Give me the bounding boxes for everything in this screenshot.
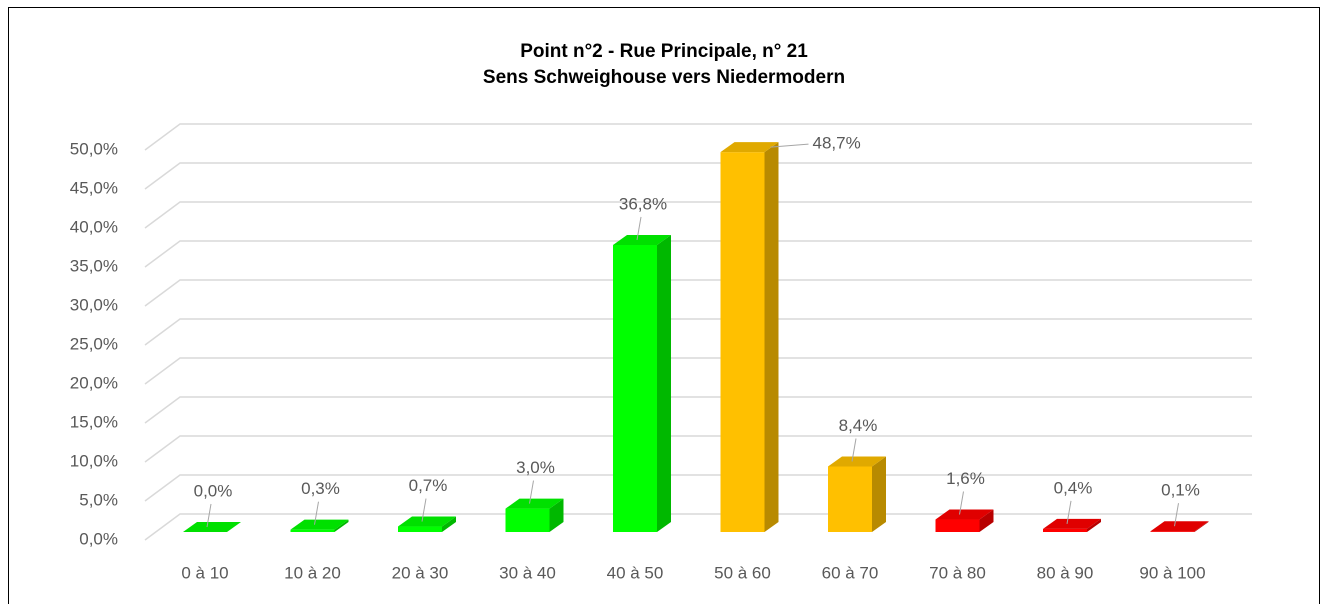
x-tick-label: 80 à 90 bbox=[1037, 563, 1094, 582]
grid-line bbox=[144, 240, 1252, 268]
y-tick-label: 35,0% bbox=[70, 256, 118, 275]
leader-line bbox=[959, 491, 964, 515]
x-tick-label: 10 à 20 bbox=[284, 563, 341, 582]
grid-line bbox=[144, 279, 1252, 307]
x-tick-label: 60 à 70 bbox=[822, 563, 879, 582]
y-tick-label: 20,0% bbox=[70, 373, 118, 392]
bar-top bbox=[935, 509, 994, 520]
data-label: 48,7% bbox=[813, 134, 861, 153]
y-tick-label: 50,0% bbox=[70, 139, 118, 158]
x-tick-label: 0 à 10 bbox=[181, 563, 228, 582]
y-tick-label: 25,0% bbox=[70, 334, 118, 353]
data-label: 0,7% bbox=[409, 476, 448, 495]
grid-line bbox=[144, 123, 1252, 151]
leader-line bbox=[636, 216, 642, 241]
bar-side bbox=[549, 498, 564, 532]
data-label: 0,4% bbox=[1054, 478, 1093, 497]
bar-front bbox=[935, 519, 980, 532]
bar-top bbox=[828, 456, 886, 467]
grid-line bbox=[144, 435, 1252, 463]
bar-front bbox=[1150, 531, 1195, 532]
bar-side bbox=[442, 516, 456, 532]
leader-line bbox=[770, 143, 809, 148]
leader-line bbox=[1174, 503, 1179, 527]
bar-top bbox=[505, 498, 564, 509]
x-tick-label: 40 à 50 bbox=[607, 563, 664, 582]
grid-line bbox=[144, 396, 1252, 424]
y-tick-label: 40,0% bbox=[70, 217, 118, 236]
leader-line bbox=[529, 480, 534, 504]
x-tick-label: 90 à 100 bbox=[1139, 563, 1205, 582]
grid-line bbox=[144, 474, 1252, 502]
grid-line bbox=[144, 201, 1252, 229]
grid-line bbox=[144, 513, 1252, 541]
bar-top bbox=[183, 522, 241, 532]
bar-side bbox=[334, 519, 349, 532]
leader-line bbox=[1066, 500, 1072, 524]
bar-top bbox=[613, 234, 671, 245]
y-tick-label: 45,0% bbox=[70, 178, 118, 197]
data-label: 0,3% bbox=[301, 479, 340, 498]
bar-side bbox=[657, 234, 671, 532]
bar-side bbox=[1087, 518, 1101, 532]
bar-front bbox=[1043, 528, 1087, 532]
y-tick-label: 5,0% bbox=[79, 490, 118, 509]
x-tick-label: 20 à 30 bbox=[392, 563, 449, 582]
data-label: 36,8% bbox=[619, 194, 667, 213]
y-tick-label: 30,0% bbox=[70, 295, 118, 314]
leader-line bbox=[314, 501, 319, 525]
y-tick-label: 0,0% bbox=[79, 529, 118, 548]
data-label: 0,1% bbox=[1161, 481, 1200, 500]
leader-line bbox=[851, 438, 857, 462]
grid-line bbox=[144, 318, 1252, 346]
bar-top bbox=[1043, 518, 1101, 529]
bar-top bbox=[720, 142, 779, 153]
data-label: 3,0% bbox=[516, 458, 555, 477]
bar-side bbox=[764, 142, 779, 532]
bar-top bbox=[1150, 521, 1209, 532]
y-tick-label: 15,0% bbox=[70, 412, 118, 431]
data-label: 1,6% bbox=[946, 469, 985, 488]
bar-front bbox=[398, 526, 442, 532]
bar-front bbox=[720, 152, 765, 532]
bar-side bbox=[979, 509, 994, 532]
bar-front bbox=[290, 529, 335, 532]
leader-line bbox=[421, 498, 427, 522]
grid-line bbox=[144, 162, 1252, 190]
leader-line bbox=[206, 503, 212, 528]
bar-front bbox=[505, 508, 550, 532]
x-tick-label: 30 à 40 bbox=[499, 563, 556, 582]
bar-top bbox=[398, 516, 456, 527]
bar-side bbox=[1194, 521, 1209, 532]
data-label: 0,0% bbox=[194, 481, 233, 500]
chart-title: Point n°2 - Rue Principale, n° 21 bbox=[520, 41, 808, 62]
chart-title: Sens Schweighouse vers Niedermodern bbox=[483, 67, 845, 88]
data-label: 8,4% bbox=[839, 416, 878, 435]
grid-line bbox=[144, 357, 1252, 385]
y-tick-label: 10,0% bbox=[70, 451, 118, 470]
bar-front bbox=[828, 466, 872, 532]
bar-top bbox=[290, 519, 349, 530]
bar-front bbox=[613, 244, 657, 532]
x-tick-label: 70 à 80 bbox=[929, 563, 986, 582]
x-tick-label: 50 à 60 bbox=[714, 563, 771, 582]
bar-side bbox=[872, 456, 886, 532]
